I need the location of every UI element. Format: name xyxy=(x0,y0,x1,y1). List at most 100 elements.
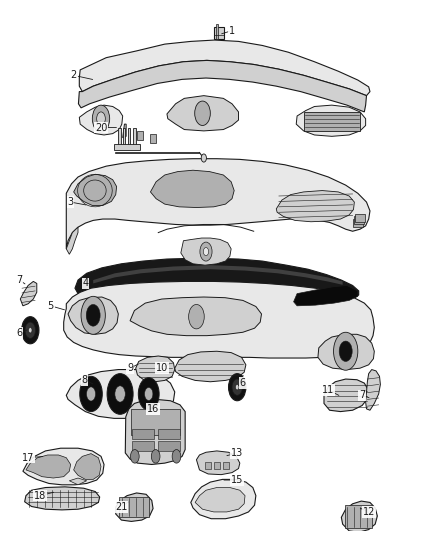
Text: 20: 20 xyxy=(95,123,107,133)
Circle shape xyxy=(97,112,105,125)
Polygon shape xyxy=(78,60,367,112)
Polygon shape xyxy=(23,448,104,485)
Text: 11: 11 xyxy=(322,385,335,395)
Polygon shape xyxy=(66,159,370,249)
Bar xyxy=(355,214,365,222)
Polygon shape xyxy=(195,488,245,512)
Polygon shape xyxy=(181,238,231,265)
Polygon shape xyxy=(175,351,246,382)
Text: 15: 15 xyxy=(231,475,244,485)
Circle shape xyxy=(151,449,160,463)
Bar xyxy=(215,25,218,39)
Polygon shape xyxy=(366,369,380,410)
Bar xyxy=(132,441,154,451)
Circle shape xyxy=(200,242,212,261)
Circle shape xyxy=(92,105,110,132)
Bar xyxy=(214,27,224,39)
Polygon shape xyxy=(26,455,71,478)
Text: 6: 6 xyxy=(16,328,22,338)
Text: 3: 3 xyxy=(67,197,74,207)
Circle shape xyxy=(115,386,125,402)
Polygon shape xyxy=(196,451,240,475)
Circle shape xyxy=(138,378,159,410)
Circle shape xyxy=(21,317,39,344)
Circle shape xyxy=(201,154,206,162)
Circle shape xyxy=(232,379,242,395)
Bar xyxy=(158,429,180,439)
Polygon shape xyxy=(25,487,100,510)
Polygon shape xyxy=(276,191,354,222)
Polygon shape xyxy=(66,227,78,254)
Polygon shape xyxy=(68,297,118,334)
Polygon shape xyxy=(341,501,378,532)
Text: 12: 12 xyxy=(363,507,375,517)
Polygon shape xyxy=(324,379,368,411)
Polygon shape xyxy=(123,124,126,138)
Text: 5: 5 xyxy=(48,301,54,311)
Text: 7: 7 xyxy=(359,390,365,400)
Polygon shape xyxy=(69,478,87,485)
Circle shape xyxy=(25,322,35,338)
Polygon shape xyxy=(293,286,358,306)
Text: 2: 2 xyxy=(71,70,77,80)
Text: 16: 16 xyxy=(147,404,159,414)
Polygon shape xyxy=(296,105,366,136)
Polygon shape xyxy=(116,493,153,521)
Bar xyxy=(133,127,136,148)
Circle shape xyxy=(195,101,210,125)
Polygon shape xyxy=(137,131,143,140)
Circle shape xyxy=(236,384,239,390)
Bar xyxy=(128,127,131,148)
Text: 6: 6 xyxy=(240,378,246,388)
Circle shape xyxy=(333,332,358,370)
Polygon shape xyxy=(75,259,359,311)
Polygon shape xyxy=(66,369,175,418)
Circle shape xyxy=(86,304,100,326)
Polygon shape xyxy=(125,399,185,464)
Circle shape xyxy=(131,449,139,463)
Circle shape xyxy=(203,247,208,256)
Bar xyxy=(158,441,180,451)
Text: 13: 13 xyxy=(231,448,244,458)
Polygon shape xyxy=(136,356,175,382)
Polygon shape xyxy=(74,454,101,479)
Circle shape xyxy=(80,376,102,411)
Circle shape xyxy=(107,374,133,414)
Circle shape xyxy=(172,449,181,463)
Bar xyxy=(132,429,154,439)
Polygon shape xyxy=(93,265,343,285)
Circle shape xyxy=(189,304,204,329)
Circle shape xyxy=(28,327,32,333)
Text: 9: 9 xyxy=(127,363,133,373)
Circle shape xyxy=(87,387,95,401)
Circle shape xyxy=(339,341,352,361)
Bar xyxy=(131,409,180,434)
Circle shape xyxy=(229,374,246,401)
Polygon shape xyxy=(20,281,37,306)
Bar xyxy=(123,127,125,148)
Text: 4: 4 xyxy=(82,278,88,288)
Polygon shape xyxy=(167,95,239,131)
Polygon shape xyxy=(318,334,374,369)
Bar xyxy=(214,462,220,469)
Bar xyxy=(345,505,372,528)
Text: 21: 21 xyxy=(115,502,127,512)
Polygon shape xyxy=(79,40,370,95)
Bar xyxy=(353,219,363,227)
Bar xyxy=(118,127,121,148)
Text: 8: 8 xyxy=(81,375,88,385)
Text: 18: 18 xyxy=(34,491,46,500)
Polygon shape xyxy=(191,479,256,519)
Circle shape xyxy=(145,387,153,400)
Bar xyxy=(223,462,230,469)
Circle shape xyxy=(81,296,105,334)
Polygon shape xyxy=(79,105,123,135)
Text: 1: 1 xyxy=(229,26,235,36)
Bar xyxy=(119,497,149,518)
Bar xyxy=(304,112,360,131)
Bar xyxy=(114,144,140,150)
Text: 7: 7 xyxy=(16,275,23,285)
Bar xyxy=(354,216,364,224)
Polygon shape xyxy=(130,297,261,336)
Polygon shape xyxy=(64,281,374,358)
